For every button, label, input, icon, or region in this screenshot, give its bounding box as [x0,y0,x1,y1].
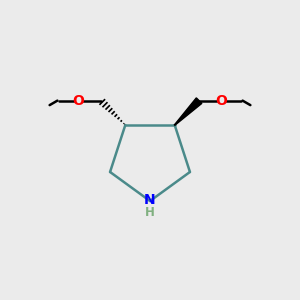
Text: H: H [145,206,155,219]
Text: O: O [216,94,227,108]
Text: N: N [144,193,156,207]
Polygon shape [175,98,202,125]
Text: O: O [73,94,84,108]
